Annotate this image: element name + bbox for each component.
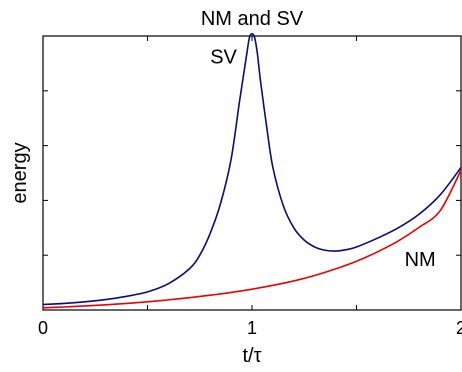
x-tick-label: 2 <box>456 318 462 338</box>
ticks-layer: 0 1 2 <box>38 36 462 338</box>
series-line-sv <box>42 33 462 306</box>
annotation-nm: NM <box>405 249 436 271</box>
annotation-layer: SV NM <box>210 46 435 271</box>
x-tick-label: 0 <box>38 318 48 338</box>
chart-title: NM and SV <box>201 8 304 30</box>
series-layer <box>42 33 462 309</box>
x-axis-label: t/τ <box>242 345 261 367</box>
plot-frame <box>42 35 462 311</box>
y-axis-label: energy <box>9 142 31 203</box>
series-line-nm <box>42 169 462 309</box>
x-tick-label: 1 <box>247 318 257 338</box>
annotation-sv: SV <box>210 46 237 68</box>
